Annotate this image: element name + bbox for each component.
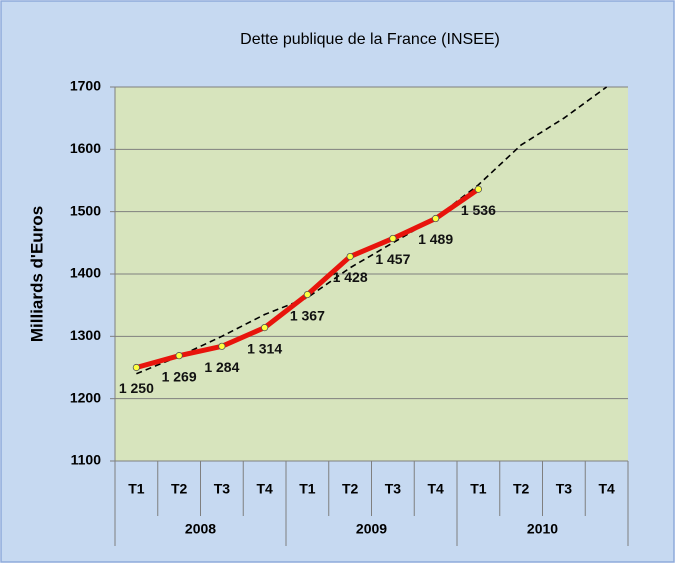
data-point (303, 290, 311, 299)
x-tick-label: T1 (470, 481, 487, 497)
data-label: 1 536 (461, 202, 496, 218)
data-point (132, 363, 140, 372)
chart-title: Dette publique de la France (INSEE) (240, 31, 500, 48)
x-tick-label: T4 (256, 481, 273, 497)
data-point (261, 324, 269, 332)
y-tick-label: 1100 (71, 452, 102, 468)
data-point (175, 352, 183, 360)
data-label: 1 489 (418, 231, 453, 247)
y-tick-label: 1300 (70, 327, 101, 343)
y-tick-label: 1500 (70, 202, 101, 218)
data-point (474, 185, 482, 193)
data-label: 1 367 (290, 307, 325, 323)
year-label: 2010 (527, 521, 558, 537)
y-tick-label: 1700 (70, 78, 101, 94)
x-tick-label: T1 (128, 481, 145, 497)
x-tick-label: T2 (342, 481, 359, 497)
year-label: 2009 (356, 521, 387, 537)
data-label: 1 428 (333, 269, 368, 285)
x-tick-label: T2 (513, 481, 530, 497)
data-label: 1 269 (162, 368, 197, 384)
data-label: 1 250 (119, 380, 154, 396)
year-label: 2008 (185, 521, 216, 537)
data-point (432, 214, 440, 223)
x-tick-label: T1 (299, 481, 316, 497)
data-point (218, 342, 226, 350)
x-tick-label: T3 (385, 481, 402, 497)
y-tick-label: 1600 (70, 140, 101, 156)
series-line (136, 86, 608, 375)
x-tick-label: T3 (214, 481, 231, 497)
x-tick-label: T2 (171, 481, 188, 497)
x-tick-label: T4 (427, 481, 444, 497)
x-tick-label: T4 (598, 481, 615, 497)
x-tick-label: T3 (556, 481, 573, 497)
data-label: 1 284 (204, 359, 239, 375)
data-point (346, 252, 354, 261)
y-tick-label: 1200 (70, 389, 101, 405)
y-tick-label: 1400 (70, 265, 101, 281)
data-point (389, 234, 397, 243)
y-axis-title: Milliards d'Euros (27, 206, 46, 342)
data-label: 1 314 (247, 340, 282, 356)
data-label: 1 457 (375, 251, 410, 267)
